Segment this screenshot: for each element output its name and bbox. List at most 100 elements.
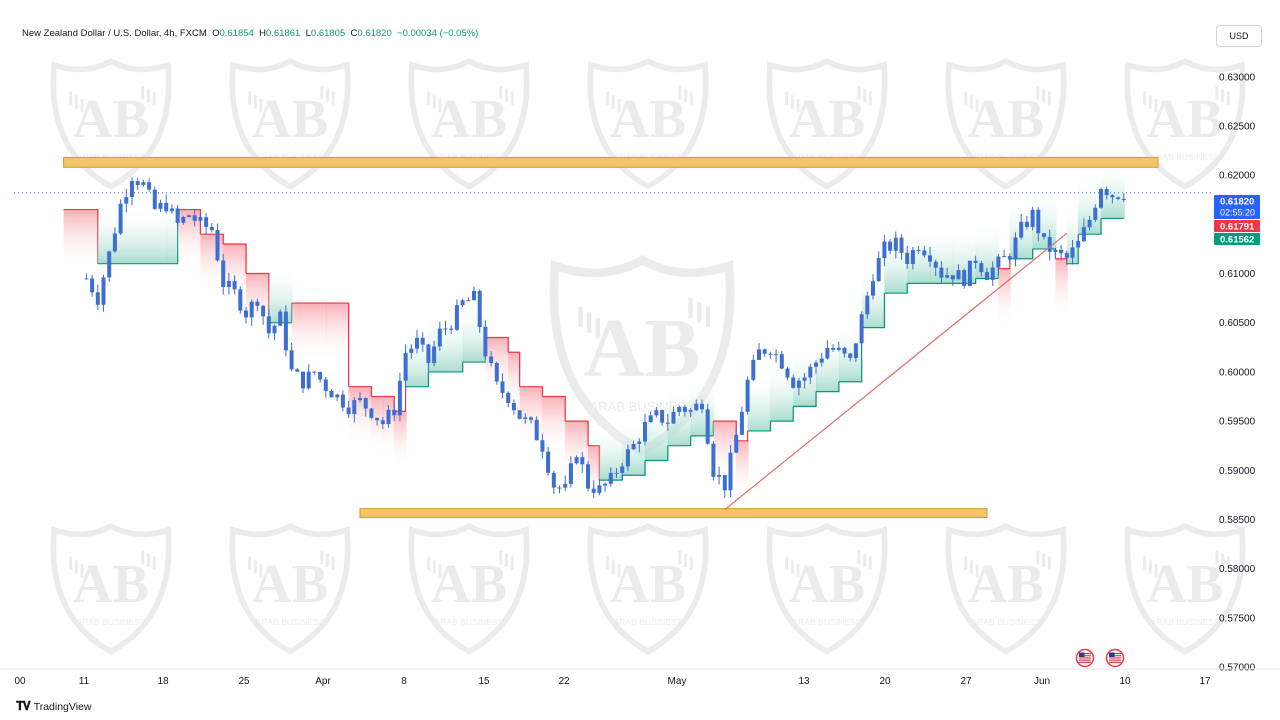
stop-line-up <box>747 421 771 432</box>
watermark-candle-mark <box>147 553 150 567</box>
candle-body <box>1002 256 1007 258</box>
time-axis[interactable]: 00 11 18 25 Apr 8 15 22 May 13 20 27 Jun 10 17 <box>0 668 1280 687</box>
candle-body <box>950 275 955 280</box>
watermark-candle-mark <box>1154 564 1158 578</box>
watermark-ab-letters: AB <box>968 553 1045 614</box>
stop-line-up <box>405 371 429 388</box>
tradingview-logo[interactable]: 𝐓𝐕 TradingView <box>16 699 91 714</box>
symbol-title[interactable]: New Zealand Dollar / U.S. Dollar, 4h, FX… <box>22 28 207 39</box>
us-flag-canton <box>1109 652 1115 657</box>
candle-body <box>922 250 927 256</box>
stop-line-up <box>816 381 840 393</box>
watermark-brand-name: ARAB BUSINESS <box>793 152 862 162</box>
candle-body <box>637 441 642 444</box>
watermark-candle-mark <box>1047 556 1051 570</box>
candle-body <box>648 415 653 423</box>
candle-body <box>318 372 323 380</box>
candle-body <box>751 359 756 380</box>
candle-body <box>1024 221 1029 227</box>
candle-body <box>859 314 864 344</box>
watermark-candle-mark <box>326 88 329 102</box>
watermark-shield-icon: AB ARAB BUSINESS <box>766 57 888 190</box>
stop-line-up <box>622 460 646 476</box>
stop-fill-down <box>565 421 589 480</box>
candle-body <box>141 182 146 185</box>
watermark-candle-mark <box>248 556 252 570</box>
stop-fill-up <box>599 422 624 481</box>
watermark-shield-icon: AB ARAB BUSINESS <box>50 522 172 655</box>
candle-body <box>677 406 682 412</box>
watermark-brand-name: ARAB BUSINESS <box>614 152 683 162</box>
tradingview-logo-text: TradingView <box>33 700 92 713</box>
candle-body <box>329 390 334 398</box>
watermark-ab-letters: AB <box>252 88 329 149</box>
candle-body <box>916 249 921 251</box>
candle-body <box>363 398 368 409</box>
currency-button[interactable]: USD <box>1216 25 1262 47</box>
trend-line[interactable] <box>724 232 1068 511</box>
candle-body <box>700 403 704 410</box>
candle-body <box>494 363 499 382</box>
low-value: 0.61805 <box>310 28 346 39</box>
watermark-candle-mark <box>863 88 866 102</box>
watermark-candle-mark <box>69 91 73 105</box>
us-flag-stripe <box>1079 653 1091 655</box>
watermark-candle-mark <box>1148 95 1152 109</box>
watermark-shield-outline <box>50 57 172 190</box>
watermark-candle-mark <box>69 556 73 570</box>
candle-body <box>568 463 573 484</box>
us-flag-icon[interactable] <box>1105 648 1125 668</box>
candle-body <box>1121 198 1126 200</box>
stop-line-down <box>223 243 247 274</box>
watermark-candle-mark <box>74 560 78 574</box>
watermark-candle-mark <box>1215 85 1219 100</box>
watermark-candle-mark <box>975 564 979 578</box>
watermark-candle-mark <box>80 99 84 113</box>
candle-body <box>198 217 203 221</box>
candle-body <box>534 419 539 441</box>
time-tick-label: 8 <box>401 676 407 687</box>
watermark-shield-outline <box>50 522 172 655</box>
candle-body <box>454 305 459 330</box>
candle-body <box>711 443 716 477</box>
candle-body <box>557 487 562 489</box>
watermark-candle-mark <box>1226 91 1230 105</box>
trend-line-layer[interactable] <box>724 232 1068 511</box>
candle-body <box>517 410 522 419</box>
event-markers[interactable] <box>1075 648 1125 668</box>
candle-body <box>814 362 818 367</box>
candle-body <box>768 353 773 355</box>
watermark-ab-letters: AB <box>1147 88 1224 149</box>
time-tick-label: 18 <box>157 676 169 687</box>
price-tick-label: 0.60000 <box>1219 367 1256 378</box>
candle-body <box>717 475 722 477</box>
candle-body <box>591 488 596 493</box>
candle-body <box>586 464 590 489</box>
candle-body <box>603 483 608 486</box>
watermark-ab-letters: AB <box>252 553 329 614</box>
watermark-candle-mark <box>790 95 794 109</box>
price-tag-stop_short <box>1214 220 1260 232</box>
watermark-shield-outline <box>945 522 1067 655</box>
watermark-candle-mark <box>684 553 687 567</box>
watermark-brand-name: ARAB BUSINESS <box>793 617 862 627</box>
open-label: O <box>212 28 220 39</box>
us-flag-icon[interactable] <box>1075 648 1095 668</box>
candle-body <box>352 400 357 415</box>
watermark-candle-mark <box>432 95 436 109</box>
low-label: L <box>305 28 311 39</box>
stop-fill-down <box>1055 258 1068 317</box>
high-value: 0.61861 <box>265 28 301 39</box>
watermark-shield-icon: AB ARAB BUSINESS <box>1124 57 1246 190</box>
watermark-shield-icon: AB ARAB BUSINESS <box>229 522 351 655</box>
candle-body <box>1019 221 1024 238</box>
watermark-candle-mark <box>499 85 503 100</box>
stop-fill-down <box>200 234 225 293</box>
candle-body <box>169 208 174 212</box>
candle-body <box>187 215 191 218</box>
candle-series <box>14 177 1212 499</box>
candle-body <box>500 381 505 393</box>
candle-body <box>437 328 442 347</box>
